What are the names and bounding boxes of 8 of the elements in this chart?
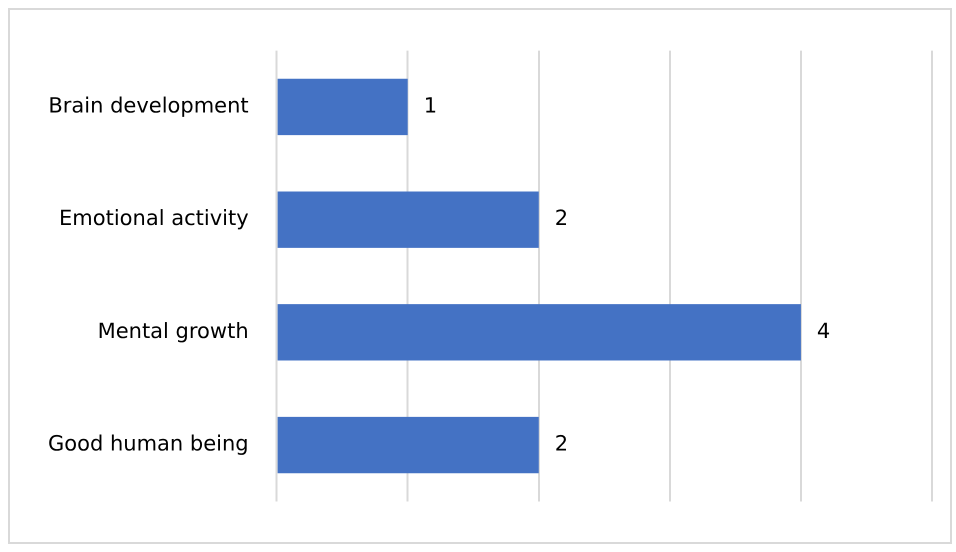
y-tick-label: Brain development (48, 93, 249, 118)
data-label: 4 (816, 318, 830, 343)
y-tick-label: Mental growth (98, 318, 249, 343)
y-tick-label: Good human being (48, 432, 249, 456)
data-label: 2 (554, 206, 568, 230)
data-label: 1 (424, 93, 438, 118)
data-label: 2 (554, 432, 568, 456)
y-tick-label: Emotional activity (59, 206, 249, 230)
